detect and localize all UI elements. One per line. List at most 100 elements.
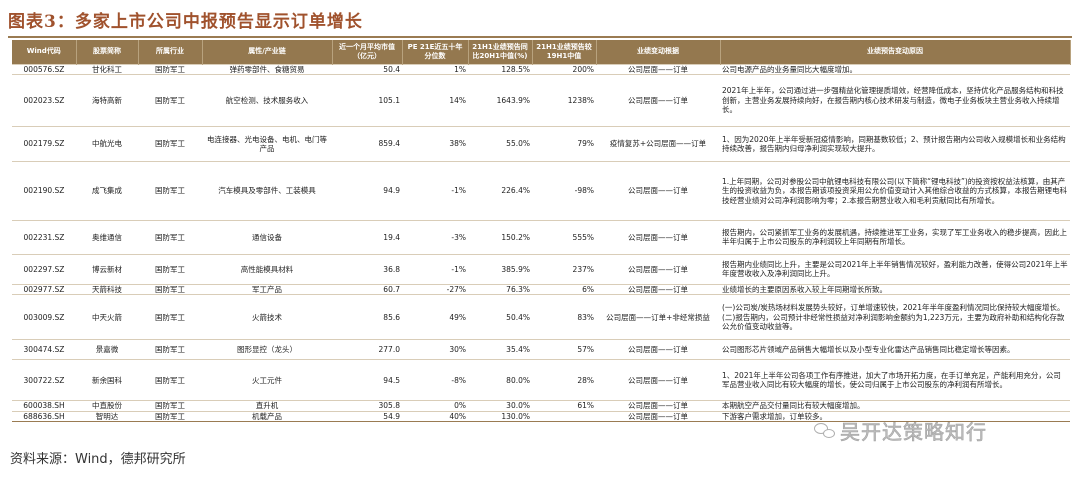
industry-cell: 国防军工 [138, 359, 202, 401]
chain-cell: 机载产品 [202, 410, 332, 423]
change-basis-cell: 公司层面——订单 [596, 339, 720, 360]
chain-cell: 弹药零部件、食糖贸易 [202, 63, 332, 75]
table-row: 002190.SZ 成飞集成 国防军工 汽车模具及零部件、工装模具 94.9 -1% 226… [12, 160, 1070, 221]
industry-cell: 国防军工 [138, 160, 202, 221]
col-header: PE 21E近五十年分位数 [402, 40, 469, 64]
yoy-2019-cell: 200% [532, 63, 596, 75]
industry-cell: 国防军工 [138, 294, 202, 340]
industry-cell: 国防军工 [138, 125, 202, 162]
pe-percentile-cell: -3% [402, 219, 468, 255]
market-cap-cell: 305.8 [332, 400, 402, 412]
yoy-2020-cell: 80.0% [468, 359, 532, 401]
market-cap-cell: 94.9 [332, 160, 402, 221]
industry-cell: 国防军工 [138, 63, 202, 75]
change-reason-cell: 1、因为2020年上半年受新冠疫情影响，同期基数较低；2、预计报告期内公司收入规… [720, 125, 1070, 162]
change-basis-cell: 公司层面——订单 [596, 219, 720, 255]
table-row: 002977.SZ 天箭科技 国防军工 军工产品 60.7 -27% 76.3% 6% 公司层面… [12, 283, 1070, 295]
stock-name-cell: 奥维通信 [76, 219, 138, 255]
col-header: 属性/产业链 [202, 40, 333, 64]
yoy-2020-cell: 76.3% [468, 283, 532, 295]
pe-percentile-cell: -1% [402, 253, 468, 285]
chain-cell: 火箭技术 [202, 294, 332, 340]
wind-code-cell: 002190.SZ [12, 160, 76, 221]
stock-name-cell: 成飞集成 [76, 160, 138, 221]
market-cap-cell: 19.4 [332, 219, 402, 255]
wind-code-cell: 600038.SH [12, 400, 76, 412]
chain-cell: 火工元件 [202, 359, 332, 401]
stock-name-cell: 新余国科 [76, 359, 138, 401]
wind-code-cell: 002179.SZ [12, 125, 76, 162]
yoy-2020-cell: 30.0% [468, 400, 532, 412]
pe-percentile-cell: -8% [402, 359, 468, 401]
industry-cell: 国防军工 [138, 253, 202, 285]
results-table: Wind代码 股票简称 所属行业 属性/产业链 近一个月平均市值（亿元） PE … [12, 40, 1071, 423]
change-reason-cell: 报告期内业绩同比上升，主要是公司2021年上半年销售情况较好，盈利能力改善，使得… [720, 253, 1070, 285]
industry-cell: 国防军工 [138, 219, 202, 255]
change-basis-cell: 公司层面——订单 [596, 63, 720, 75]
change-basis-cell: 公司层面——订单 [596, 283, 720, 295]
yoy-2020-cell: 35.4% [468, 339, 532, 360]
yoy-2020-cell: 1643.9% [468, 73, 532, 127]
table-row: 000576.SZ 甘化科工 国防军工 弹药零部件、食糖贸易 50.4 1% 128.5% 2… [12, 63, 1070, 75]
industry-cell: 国防军工 [138, 73, 202, 127]
col-header: 股票简称 [76, 40, 139, 64]
pe-percentile-cell: 0% [402, 400, 468, 412]
yoy-2019-cell [532, 410, 596, 423]
figure-title-bar: 图表3：多家上市公司中报预告显示订单增长 [8, 4, 363, 34]
chain-cell: 汽车模具及零部件、工装模具 [202, 160, 332, 221]
chain-cell: 军工产品 [202, 283, 332, 295]
wind-code-cell: 688636.SH [12, 410, 76, 423]
industry-cell: 国防军工 [138, 400, 202, 412]
wind-code-cell: 003009.SZ [12, 294, 76, 340]
chain-cell: 航空检测、技术服务收入 [202, 73, 332, 127]
title-rule [8, 36, 1072, 38]
change-basis-cell: 疫情复苏+公司层面——订单 [596, 125, 720, 162]
yoy-2020-cell: 385.9% [468, 253, 532, 285]
industry-cell: 国防军工 [138, 339, 202, 360]
col-header: 21H1业绩预告较19H1中值 [532, 40, 597, 64]
stock-name-cell: 博云新材 [76, 253, 138, 285]
table-row: 002297.SZ 博云新材 国防军工 高性能模具材料 36.8 -1% 385.9% 237… [12, 253, 1070, 285]
col-header: 业绩变动根据 [596, 40, 721, 64]
change-basis-cell: 公司层面——订单 [596, 253, 720, 285]
table-row: 002023.SZ 海特高新 国防军工 航空检测、技术服务收入 105.1 14% 1643… [12, 73, 1070, 127]
yoy-2019-cell: 83% [532, 294, 596, 340]
yoy-2019-cell: 79% [532, 125, 596, 162]
table-row: 003009.SZ 中天火箭 国防军工 火箭技术 85.6 49% 50.4% 83% 公司层面… [12, 294, 1070, 340]
yoy-2020-cell: 55.0% [468, 125, 532, 162]
wind-code-cell: 300474.SZ [12, 339, 76, 360]
yoy-2019-cell: 57% [532, 339, 596, 360]
table-row: 002179.SZ 中航光电 国防军工 电连接器、光电设备、电机、电门等产品 859.4… [12, 125, 1070, 162]
market-cap-cell: 859.4 [332, 125, 402, 162]
pe-percentile-cell: 38% [402, 125, 468, 162]
stock-name-cell: 景嘉微 [76, 339, 138, 360]
stock-name-cell: 中航光电 [76, 125, 138, 162]
table-row: 300722.SZ 新余国科 国防军工 火工元件 94.5 -8% 80.0% 28% 公司层面… [12, 359, 1070, 401]
table-row: 002231.SZ 奥维通信 国防军工 通信设备 19.4 -3% 150.2% 555% 公司… [12, 219, 1070, 255]
change-reason-cell: 1.上年同期，公司对参股公司中航锂电科技有限公司(以下简称“锂电科技”)的投资按… [720, 160, 1070, 221]
change-basis-cell: 公司层面——订单 [596, 359, 720, 401]
change-basis-cell: 公司层面——订单 [596, 73, 720, 127]
figure-title: 图表3：多家上市公司中报预告显示订单增长 [8, 11, 363, 32]
yoy-2019-cell: 1238% [532, 73, 596, 127]
industry-cell: 国防军工 [138, 410, 202, 423]
yoy-2020-cell: 226.4% [468, 160, 532, 221]
wind-code-cell: 002231.SZ [12, 219, 76, 255]
table-row: 300474.SZ 景嘉微 国防军工 图形显控（龙头） 277.0 30% 35.4% 57%… [12, 339, 1070, 360]
market-cap-cell: 50.4 [332, 63, 402, 75]
change-reason-cell: 报告期内，公司紧抓军工业务的发展机遇，持续推进军工业务，实现了军工业务收入的稳步… [720, 219, 1070, 255]
table-row: 688636.SH 智明达 国防军工 机载产品 54.9 40% 130.0% 公司层面——订… [12, 410, 1070, 423]
change-reason-cell: 2021年上半年，公司通过进一步强精益化管理提质增效，经营降低成本，坚持优化产品… [720, 73, 1070, 127]
yoy-2019-cell: 28% [532, 359, 596, 401]
col-header: 21H1业绩预告同比20H1中值(%) [468, 40, 533, 64]
change-reason-cell: 本期航空产品交付量同比有较大幅度增加。 [720, 400, 1070, 412]
table-header-row: Wind代码 股票简称 所属行业 属性/产业链 近一个月平均市值（亿元） PE … [12, 40, 1071, 64]
table-body: 000576.SZ 甘化科工 国防军工 弹药零部件、食糖贸易 50.4 1% 128.5% 2… [12, 63, 1070, 423]
yoy-2020-cell: 50.4% [468, 294, 532, 340]
market-cap-cell: 94.5 [332, 359, 402, 401]
chain-cell: 直升机 [202, 400, 332, 412]
pe-percentile-cell: 30% [402, 339, 468, 360]
pe-percentile-cell: 49% [402, 294, 468, 340]
change-basis-cell: 公司层面——订单 [596, 410, 720, 423]
col-header: 近一个月平均市值（亿元） [332, 40, 403, 64]
